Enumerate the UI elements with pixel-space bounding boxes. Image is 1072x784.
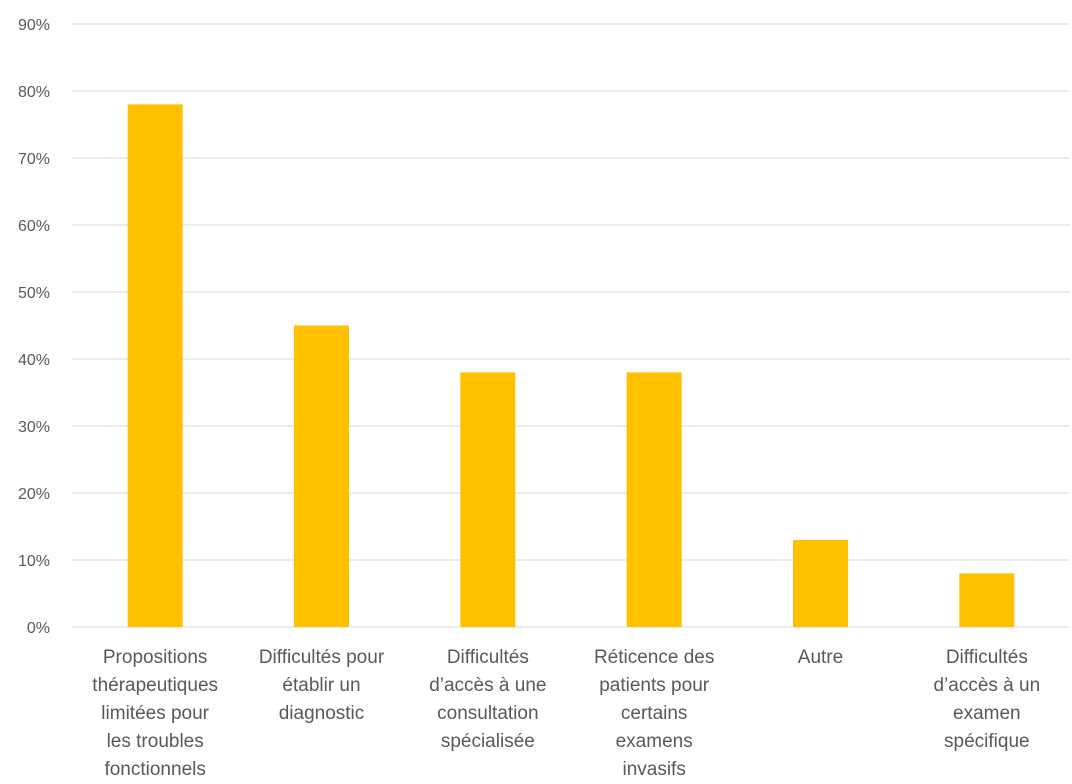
x-axis-category-labels: Propositions thérapeutiques limitées pour l… (92, 647, 1040, 780)
y-tick-label: 40% (18, 352, 50, 369)
x-category-label-line: Difficultés (447, 647, 529, 668)
x-category-label: Difficultés pour établir un diagnostic (259, 647, 385, 724)
x-category-label-line: Autre (798, 647, 843, 668)
y-tick-label: 30% (18, 419, 50, 436)
bars (127, 104, 1015, 627)
x-category-label-line: consultation (437, 703, 538, 724)
x-category-label-line: Difficultés (946, 647, 1028, 668)
x-category-label-line: certains (621, 703, 688, 724)
y-tick-label: 70% (18, 151, 50, 168)
bar (127, 104, 183, 627)
y-tick-label: 80% (18, 84, 50, 101)
x-category-label: Difficultés d’accès à un examen spécifique (933, 647, 1040, 752)
x-category-label: Autre (798, 647, 843, 668)
x-category-label: Difficultés d’accès à une consultation spéc… (429, 647, 546, 752)
bar (460, 372, 516, 627)
bar (959, 573, 1015, 627)
y-tick-label: 10% (18, 553, 50, 570)
x-category-label-line: examen (953, 703, 1021, 724)
gridlines (72, 23, 1070, 628)
x-category-label-line: examens (616, 731, 693, 752)
x-category-label-line: patients pour (599, 675, 710, 696)
x-category-label-line: Propositions (103, 647, 208, 668)
y-tick-label: 0% (27, 620, 50, 637)
bar (294, 325, 349, 627)
x-category-label-line: d’accès à un (933, 675, 1040, 696)
x-category-label-line: Difficultés pour (259, 647, 385, 668)
x-category-label-line: les troubles (107, 731, 204, 752)
x-category-label-line: limitées pour (101, 703, 209, 724)
x-category-label-line: thérapeutiques (92, 675, 218, 696)
x-category-label: Réticence des patients pour certains examen… (594, 647, 714, 780)
x-category-label-line: spécifique (944, 731, 1030, 752)
x-category-label: Propositions thérapeutiques limitées pour l… (92, 647, 218, 780)
x-category-label-line: invasifs (622, 759, 685, 780)
x-category-label-line: fonctionnels (104, 759, 205, 780)
y-tick-label: 60% (18, 218, 50, 235)
y-tick-label: 20% (18, 486, 50, 503)
x-category-label-line: établir un (282, 675, 360, 696)
x-category-label-line: diagnostic (279, 703, 365, 724)
x-category-label-line: spécialisée (441, 731, 535, 752)
y-axis-tick-labels: 0% 10% 20% 30% 40% 50% 60% 70% 80% 90% (18, 17, 50, 637)
x-category-label-line: d’accès à une (429, 675, 546, 696)
bar (626, 372, 682, 627)
x-category-label-line: Réticence des (594, 647, 714, 668)
y-tick-label: 90% (18, 17, 50, 34)
bar (793, 539, 848, 627)
y-tick-label: 50% (18, 285, 50, 302)
